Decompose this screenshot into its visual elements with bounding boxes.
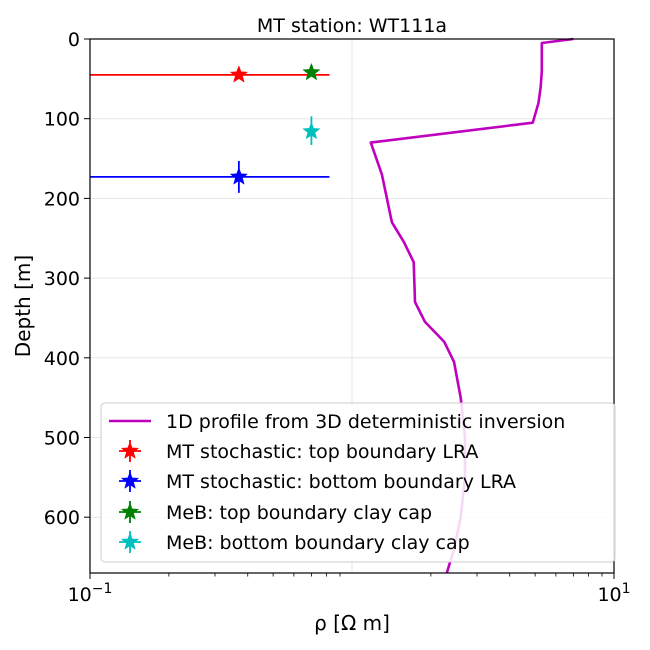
marker-star bbox=[229, 167, 249, 185]
y-tick-label: 0 bbox=[68, 29, 80, 51]
legend-label: MeB: bottom boundary clay cap bbox=[166, 532, 470, 554]
y-tick-label: 600 bbox=[44, 507, 80, 529]
legend-label: MeB: top boundary clay cap bbox=[166, 502, 432, 524]
legend-label: 1D profile from 3D deterministic inversi… bbox=[166, 411, 565, 433]
x-axis: 10−1 101 bbox=[68, 573, 631, 606]
marker-star bbox=[229, 65, 249, 83]
y-tick-label: 400 bbox=[44, 348, 80, 370]
chart-title: MT station: WT111a bbox=[257, 15, 447, 37]
y-axis: 0 100 200 300 400 500 600 bbox=[44, 29, 90, 529]
legend-box bbox=[100, 402, 616, 563]
y-tick-label: 100 bbox=[44, 109, 80, 131]
marker-star bbox=[302, 62, 321, 81]
y-tick-label: 200 bbox=[44, 188, 80, 210]
x-tick-label: 10−1 bbox=[68, 581, 113, 606]
x-tick-label: 101 bbox=[597, 581, 630, 606]
legend-star-swatch bbox=[120, 532, 140, 550]
y-tick-label: 500 bbox=[44, 428, 80, 450]
y-axis-label: Depth [m] bbox=[11, 255, 35, 357]
legend-star-swatch bbox=[120, 502, 140, 520]
y-tick-label: 300 bbox=[44, 268, 80, 290]
legend-star-swatch bbox=[120, 471, 140, 489]
legend-label: MT stochastic: top boundary LRA bbox=[166, 441, 478, 463]
x-axis-label: ρ [Ω m] bbox=[314, 611, 390, 635]
legend-star-swatch bbox=[120, 441, 140, 459]
legend: 1D profile from 3D deterministic inversi… bbox=[100, 402, 616, 563]
marker-star bbox=[302, 121, 321, 140]
legend-label: MT stochastic: bottom boundary LRA bbox=[166, 471, 516, 493]
plot-frame bbox=[89, 38, 615, 574]
